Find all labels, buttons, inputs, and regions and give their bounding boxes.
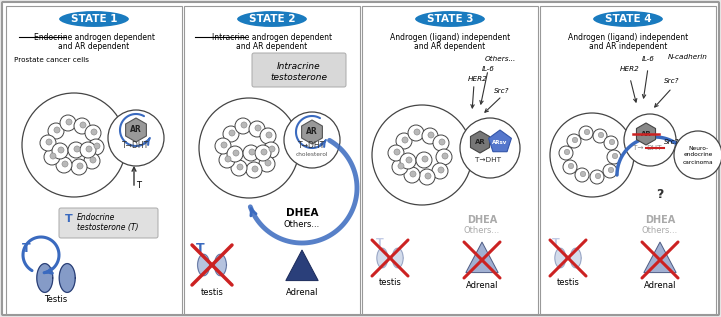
Polygon shape	[125, 118, 146, 142]
Circle shape	[428, 132, 434, 138]
Circle shape	[229, 130, 235, 136]
Circle shape	[48, 123, 64, 139]
Text: T→DHT: T→DHT	[298, 141, 326, 151]
Text: Testis: Testis	[45, 295, 68, 304]
Circle shape	[80, 122, 86, 128]
Text: testis: testis	[379, 278, 402, 287]
Circle shape	[674, 131, 721, 179]
Circle shape	[231, 160, 247, 176]
Text: Others...: Others...	[642, 226, 678, 235]
Circle shape	[609, 139, 615, 145]
Text: Endocrine: Endocrine	[77, 213, 115, 222]
Circle shape	[550, 113, 634, 197]
Text: Src?: Src?	[495, 88, 510, 94]
Text: and AR independent: and AR independent	[589, 42, 667, 51]
Text: T: T	[136, 182, 141, 191]
Circle shape	[416, 152, 432, 168]
Circle shape	[590, 170, 604, 184]
Circle shape	[68, 142, 84, 158]
Text: testosterone (T): testosterone (T)	[77, 223, 138, 232]
Circle shape	[442, 153, 448, 159]
FancyBboxPatch shape	[252, 53, 346, 87]
Circle shape	[66, 119, 72, 125]
Text: Others...: Others...	[485, 56, 516, 62]
Circle shape	[263, 142, 279, 158]
Circle shape	[439, 139, 445, 145]
Circle shape	[199, 98, 299, 198]
Circle shape	[425, 173, 431, 179]
Circle shape	[559, 146, 573, 160]
Text: AR: AR	[306, 127, 318, 137]
Polygon shape	[392, 248, 403, 268]
Circle shape	[593, 129, 607, 143]
Text: STATE 1: STATE 1	[71, 15, 118, 24]
Text: IL-6: IL-6	[482, 66, 495, 72]
Text: AR: AR	[130, 126, 142, 134]
Circle shape	[404, 167, 420, 183]
FancyBboxPatch shape	[59, 208, 158, 238]
Text: ?: ?	[656, 189, 664, 202]
Circle shape	[269, 146, 275, 152]
Circle shape	[438, 167, 444, 173]
Text: and AR dependent: and AR dependent	[415, 42, 486, 51]
Circle shape	[91, 129, 97, 135]
Text: DHEA: DHEA	[467, 215, 497, 225]
Circle shape	[261, 149, 267, 155]
Circle shape	[394, 149, 400, 155]
Polygon shape	[198, 254, 210, 276]
Circle shape	[565, 149, 570, 155]
Circle shape	[71, 159, 87, 175]
Circle shape	[225, 156, 231, 162]
Text: T→: T→	[633, 145, 643, 151]
Polygon shape	[37, 264, 53, 292]
Circle shape	[249, 121, 265, 137]
Circle shape	[563, 160, 577, 174]
Polygon shape	[489, 130, 511, 152]
Text: STATE 3: STATE 3	[427, 15, 473, 24]
Circle shape	[410, 171, 416, 177]
Text: DHT: DHT	[646, 145, 662, 151]
Circle shape	[246, 162, 262, 178]
Circle shape	[44, 149, 60, 165]
Text: T: T	[376, 238, 384, 248]
Polygon shape	[466, 242, 498, 273]
Polygon shape	[301, 120, 322, 144]
Text: Androgen (ligand) independent: Androgen (ligand) independent	[568, 33, 688, 42]
Circle shape	[88, 139, 104, 155]
Polygon shape	[286, 250, 318, 281]
Circle shape	[400, 153, 416, 169]
Polygon shape	[637, 123, 655, 145]
Circle shape	[77, 163, 83, 169]
Circle shape	[233, 150, 239, 156]
Circle shape	[624, 114, 676, 166]
Text: STATE 2: STATE 2	[249, 15, 296, 24]
Circle shape	[433, 135, 449, 151]
Text: ARsv: ARsv	[492, 139, 508, 145]
Circle shape	[255, 145, 271, 161]
Text: testosterone: testosterone	[270, 73, 327, 82]
Circle shape	[74, 146, 80, 152]
Bar	[362, 6, 538, 314]
Text: T: T	[195, 242, 204, 255]
Polygon shape	[214, 254, 226, 276]
Circle shape	[223, 126, 239, 142]
Circle shape	[260, 128, 276, 144]
Text: T→DHT: T→DHT	[123, 141, 150, 151]
Ellipse shape	[592, 10, 664, 28]
Circle shape	[414, 129, 420, 135]
Circle shape	[580, 171, 585, 177]
Bar	[540, 6, 716, 314]
Text: HER2: HER2	[620, 66, 640, 72]
Text: testis: testis	[200, 288, 224, 297]
Circle shape	[406, 157, 412, 163]
Circle shape	[572, 137, 578, 143]
Circle shape	[252, 166, 258, 172]
Text: IL-6: IL-6	[642, 56, 655, 62]
Circle shape	[402, 137, 408, 143]
Text: T: T	[22, 242, 30, 255]
Circle shape	[255, 125, 261, 131]
Circle shape	[241, 122, 247, 128]
Circle shape	[609, 167, 614, 173]
Circle shape	[249, 149, 255, 155]
